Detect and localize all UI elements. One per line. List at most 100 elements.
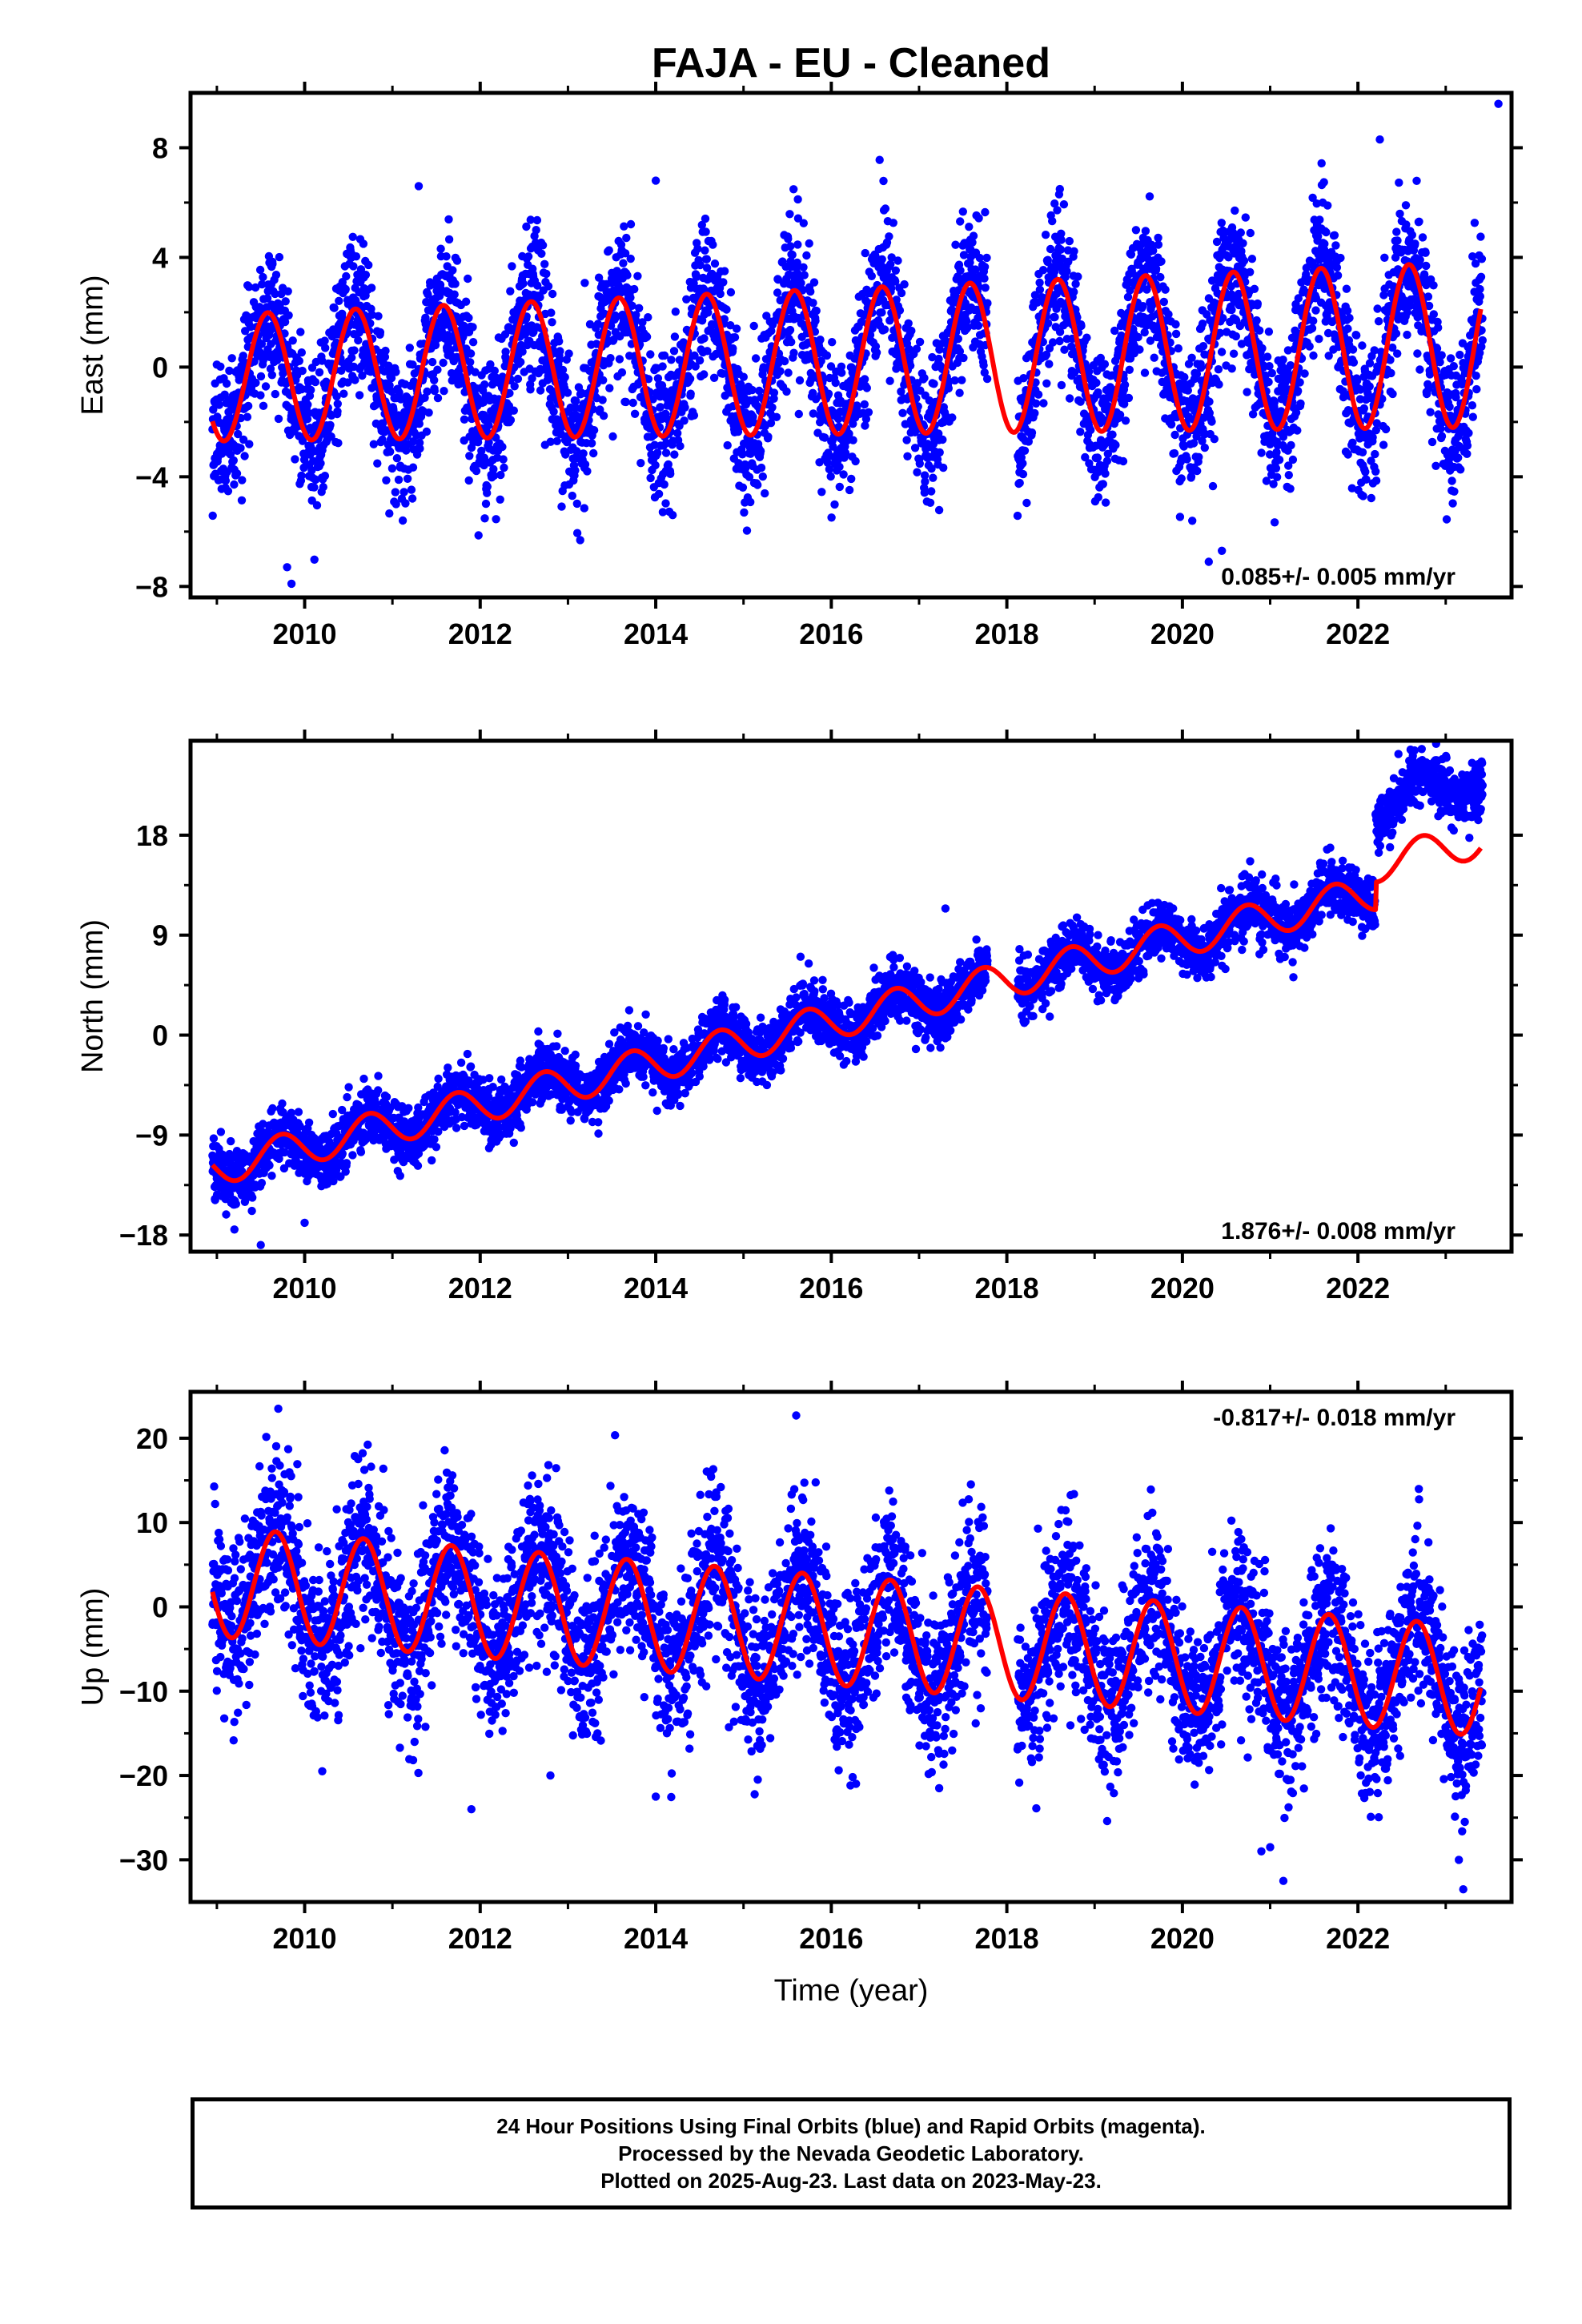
east-point [451,279,460,288]
east-point [789,185,798,194]
east-point [1043,319,1053,328]
east-point [510,382,519,391]
east-point [1322,227,1331,237]
east-point [367,310,376,320]
east-point [1120,380,1130,389]
east-point [877,308,886,317]
east-point [1154,240,1163,249]
east-point [816,336,825,344]
east-point [280,317,290,327]
east-point [572,499,581,509]
east-point [537,249,546,258]
east-point [1134,332,1142,342]
east-point [229,456,238,465]
east-point [788,251,797,259]
east-point [851,456,860,466]
east-point [1030,408,1039,418]
east-point [656,403,665,412]
east-point [653,374,663,383]
east-point [959,353,968,363]
east-point [695,356,705,365]
east-point [486,360,495,369]
east-point [1120,400,1129,408]
east-point [979,361,988,370]
east-point [661,499,670,508]
east-point [1171,320,1180,329]
east-point [1343,306,1352,316]
east-point [1210,435,1219,444]
east-point [1309,316,1318,325]
east-point [245,440,254,448]
east-point [464,274,472,283]
east-point [764,432,773,441]
east-point [1166,420,1176,429]
east-point [1198,436,1207,445]
east-point [1227,364,1236,373]
east-point [1463,449,1472,458]
east-point [782,387,791,396]
east-point [606,354,615,363]
east-point [480,380,489,389]
east-point [768,403,777,412]
east-point [542,269,551,279]
east-point [288,336,297,345]
east-point [701,214,710,223]
east-point [564,349,573,358]
east-point [799,263,808,271]
east-point [386,447,395,456]
east-point [546,437,555,446]
east-point [548,318,556,327]
east-point [1464,428,1473,437]
east-point [1402,220,1411,229]
east-point [500,463,508,472]
east-point [981,207,990,217]
east-point [749,321,758,331]
east-point [261,382,271,391]
east-point [522,222,531,231]
east-point [685,374,695,384]
east-point [1279,356,1287,364]
east-point [693,244,702,253]
east-point [826,472,835,481]
east-point [921,477,930,486]
east-point [740,508,749,517]
east-point [239,435,248,444]
east-point [1330,231,1339,239]
east-point [1055,336,1064,346]
east-point [1286,361,1295,370]
east-point [1034,390,1043,399]
east-point [719,278,728,287]
east-point [1046,244,1055,254]
east-point [1294,294,1303,303]
east-point [739,372,748,381]
east-point [756,447,765,456]
east-point [1343,324,1352,333]
east-point [666,469,675,478]
east-point [1174,344,1183,353]
east-point [1182,455,1191,464]
east-point [702,263,712,272]
east-point [244,283,254,292]
east-point [893,256,902,265]
east-point [1456,465,1465,474]
east-point [693,272,701,281]
east-point [980,263,990,271]
east-point [222,379,231,388]
east-point [499,455,508,464]
east-point [620,249,630,258]
east-point [1145,192,1154,201]
east-point [769,394,778,403]
east-point [295,356,303,365]
east-point [1060,345,1069,354]
east-point [477,446,486,456]
east-point [1403,330,1411,340]
east-point [316,459,325,468]
east-point [1048,216,1057,226]
east-point [974,214,983,223]
east-point [1141,227,1150,235]
east-point [689,411,699,420]
east-point [861,248,869,258]
east-point [1084,367,1094,376]
east-point [885,232,893,241]
